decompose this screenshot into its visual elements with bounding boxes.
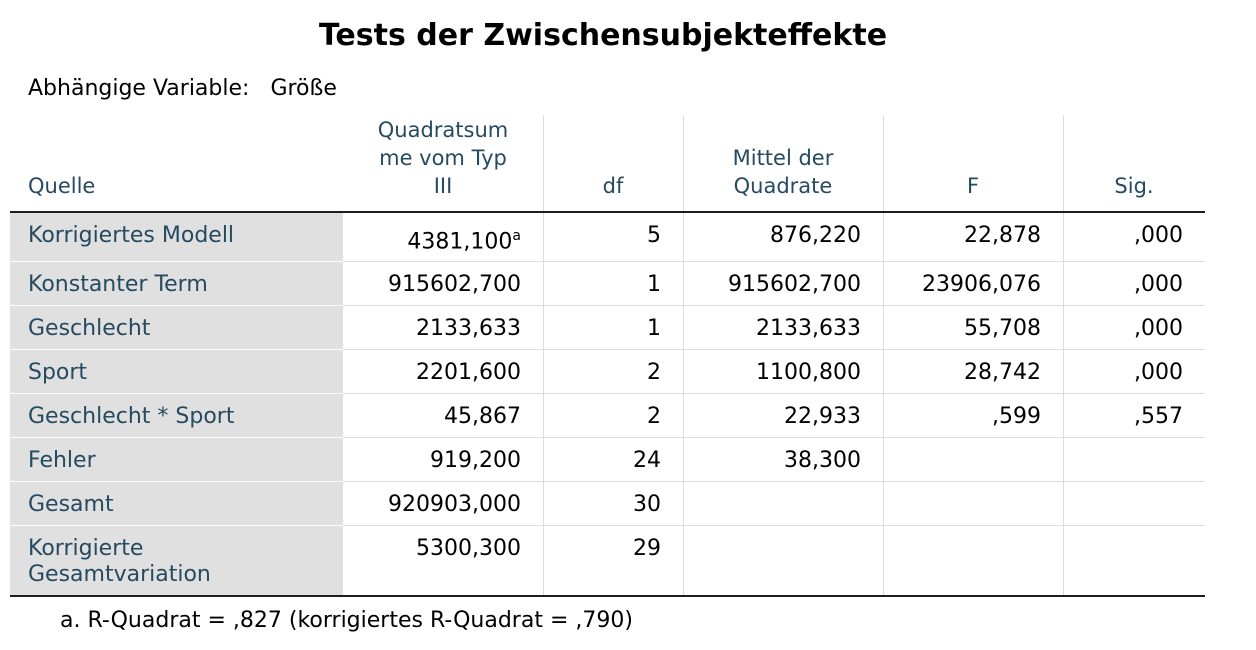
row-divider bbox=[343, 349, 1205, 350]
row-divider bbox=[343, 525, 1205, 526]
header-line: III bbox=[433, 174, 453, 198]
cell: 1 bbox=[647, 316, 661, 341]
cell: 915602,700 bbox=[728, 272, 861, 297]
label-divider bbox=[10, 305, 343, 306]
header-line: Quelle bbox=[28, 174, 96, 198]
row-divider bbox=[343, 481, 1205, 482]
column-divider bbox=[883, 115, 884, 596]
cell: 30 bbox=[633, 492, 661, 517]
row-divider bbox=[343, 261, 1205, 262]
row-divider bbox=[343, 393, 1205, 394]
cell: ,000 bbox=[1134, 316, 1183, 341]
cell: ,000 bbox=[1134, 360, 1183, 385]
row-label: Geschlecht bbox=[10, 306, 343, 350]
table-title: Tests der Zwischensubjekteffekte bbox=[318, 18, 888, 53]
header-line: Sig. bbox=[1114, 174, 1154, 198]
column-divider bbox=[1063, 115, 1064, 596]
cell: 2133,633 bbox=[416, 316, 521, 341]
column-divider bbox=[683, 115, 684, 596]
header-rule bbox=[10, 211, 1205, 213]
cell: 24 bbox=[633, 448, 661, 473]
cell: ,000 bbox=[1134, 223, 1183, 248]
cell: 22,878 bbox=[964, 223, 1041, 248]
label-divider bbox=[10, 261, 343, 262]
row-label: Korrigiertes Modell bbox=[10, 213, 343, 262]
cell: 29 bbox=[633, 536, 661, 561]
header-line: df bbox=[602, 174, 624, 198]
label-divider bbox=[10, 437, 343, 438]
cell: ,000 bbox=[1134, 272, 1183, 297]
column-header: Mittel der Quadrate bbox=[683, 115, 883, 212]
cell: 920903,000 bbox=[388, 492, 521, 517]
header-line: Quadrate bbox=[733, 174, 833, 198]
header-line: Mittel der bbox=[732, 146, 834, 170]
column-header: Quelle bbox=[10, 115, 343, 212]
cell: 5 bbox=[647, 223, 661, 248]
footnote-mark: a bbox=[512, 228, 521, 244]
column-divider bbox=[543, 115, 544, 596]
cell: 55,708 bbox=[964, 316, 1041, 341]
label-divider bbox=[10, 349, 343, 350]
dependent-variable: Abhängige Variable: Größe bbox=[28, 76, 337, 101]
row-label: Sport bbox=[10, 350, 343, 394]
row-label: Gesamt bbox=[10, 482, 343, 526]
cell: 5300,300 bbox=[416, 536, 521, 561]
cell: 22,933 bbox=[784, 404, 861, 429]
cell: 23906,076 bbox=[922, 272, 1041, 297]
label-divider bbox=[10, 525, 343, 526]
label-divider bbox=[10, 481, 343, 482]
footnote: a. R-Quadrat = ,827 (korrigiertes R-Quad… bbox=[60, 608, 633, 633]
cell: ,599 bbox=[992, 404, 1041, 429]
dependent-label: Abhängige Variable: bbox=[28, 76, 250, 101]
cell: 1 bbox=[647, 272, 661, 297]
cell: 2 bbox=[647, 404, 661, 429]
column-header: F bbox=[883, 115, 1063, 212]
cell: 2201,600 bbox=[416, 360, 521, 385]
cell: 38,300 bbox=[784, 448, 861, 473]
header-line: Quadratsum bbox=[377, 118, 509, 142]
header-line: F bbox=[966, 174, 980, 198]
cell: ,557 bbox=[1134, 404, 1183, 429]
row-label: Geschlecht * Sport bbox=[10, 394, 343, 438]
dependent-value: Größe bbox=[270, 76, 337, 101]
row-label: Korrigierte Gesamtvariation bbox=[10, 526, 343, 596]
row-divider bbox=[343, 437, 1205, 438]
cell: 28,742 bbox=[964, 360, 1041, 385]
column-header: df bbox=[543, 115, 683, 212]
cell: 45,867 bbox=[444, 404, 521, 429]
cell: 876,220 bbox=[770, 223, 861, 248]
column-header: Quadratsum me vom Typ III bbox=[343, 115, 543, 212]
cell: 2 bbox=[647, 360, 661, 385]
cell: 919,200 bbox=[430, 448, 521, 473]
header-line: me vom Typ bbox=[379, 146, 507, 170]
cell: 4381,100a bbox=[343, 213, 543, 262]
cell-text: 4381,100 bbox=[407, 229, 513, 255]
column-header: Sig. bbox=[1063, 115, 1205, 212]
bottom-rule bbox=[10, 595, 1205, 597]
cell: 1100,800 bbox=[756, 360, 861, 385]
row-label: Fehler bbox=[10, 438, 343, 482]
cell: 2133,633 bbox=[756, 316, 861, 341]
label-divider bbox=[10, 393, 343, 394]
row-label: Konstanter Term bbox=[10, 262, 343, 306]
cell: 915602,700 bbox=[388, 272, 521, 297]
row-divider bbox=[343, 305, 1205, 306]
